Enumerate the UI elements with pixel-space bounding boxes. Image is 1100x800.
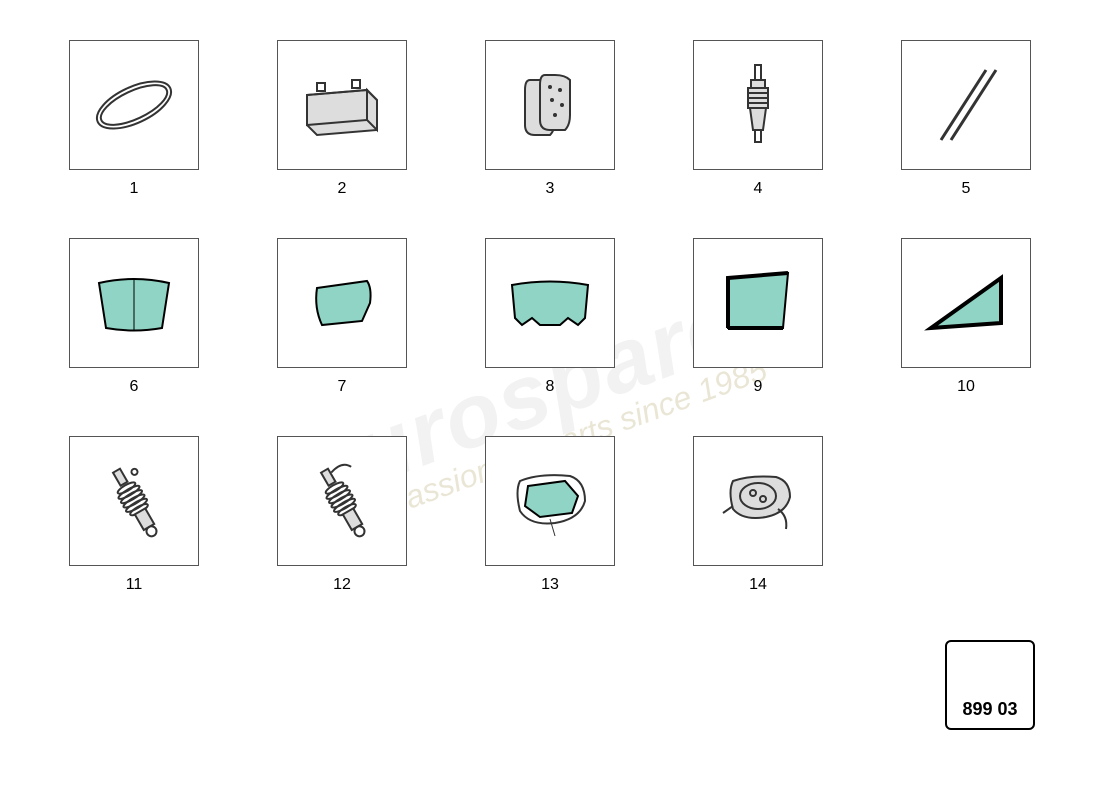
part-label: 14 [749, 576, 767, 594]
part-label: 6 [130, 378, 139, 396]
part-cell: 11 [60, 436, 208, 594]
part-cell: 4 [684, 40, 832, 198]
parts-grid: 1 2 [60, 40, 1040, 594]
part-cell: 5 [892, 40, 1040, 198]
part-label: 3 [546, 180, 555, 198]
part-box-triangle-glass [901, 238, 1031, 368]
triangle-glass-icon [916, 253, 1016, 353]
part-box-shock-rear [277, 436, 407, 566]
part-box-windshield [69, 238, 199, 368]
mirror-glass-icon [500, 451, 600, 551]
part-box-side-glass [277, 238, 407, 368]
side-glass-icon [292, 253, 392, 353]
part-cell: 1 [60, 40, 208, 198]
part-box-brake-pad [485, 40, 615, 170]
battery-icon [292, 55, 392, 155]
part-cell: 3 [476, 40, 624, 198]
part-cell: 12 [268, 436, 416, 594]
reference-code: 899 03 [962, 699, 1017, 720]
part-cell: 6 [60, 238, 208, 396]
mirror-housing-icon [708, 451, 808, 551]
part-cell: 8 [476, 238, 624, 396]
part-label: 4 [754, 180, 763, 198]
part-cell: 9 [684, 238, 832, 396]
part-label: 8 [546, 378, 555, 396]
part-cell: 7 [268, 238, 416, 396]
part-label: 12 [333, 576, 351, 594]
part-label: 2 [338, 180, 347, 198]
part-cell: 14 [684, 436, 832, 594]
rear-glass-icon [500, 253, 600, 353]
part-box-belt [69, 40, 199, 170]
shock-rear-icon [292, 451, 392, 551]
brake-pad-icon [500, 55, 600, 155]
part-label: 5 [962, 180, 971, 198]
parts-diagram: 1 2 [0, 0, 1100, 634]
part-label: 11 [126, 576, 143, 594]
part-box-mirror-glass [485, 436, 615, 566]
reference-box: 899 03 [945, 640, 1035, 730]
part-box-mirror-housing [693, 436, 823, 566]
part-label: 9 [754, 378, 763, 396]
windshield-icon [84, 253, 184, 353]
part-box-quarter-glass [693, 238, 823, 368]
part-box-battery [277, 40, 407, 170]
part-cell-empty [892, 436, 1040, 594]
shock-front-icon [84, 451, 184, 551]
part-box-spark-plug [693, 40, 823, 170]
belt-icon [84, 55, 184, 155]
spark-plug-icon [708, 55, 808, 155]
wiper-blade-icon [916, 55, 1016, 155]
part-box-shock-front [69, 436, 199, 566]
part-cell: 13 [476, 436, 624, 594]
quarter-glass-icon [708, 253, 808, 353]
part-box-wiper-blade [901, 40, 1031, 170]
part-cell: 10 [892, 238, 1040, 396]
part-label: 13 [541, 576, 559, 594]
part-label: 10 [957, 378, 975, 396]
part-box-rear-glass [485, 238, 615, 368]
part-cell: 2 [268, 40, 416, 198]
part-label: 1 [130, 180, 139, 198]
part-label: 7 [338, 378, 347, 396]
